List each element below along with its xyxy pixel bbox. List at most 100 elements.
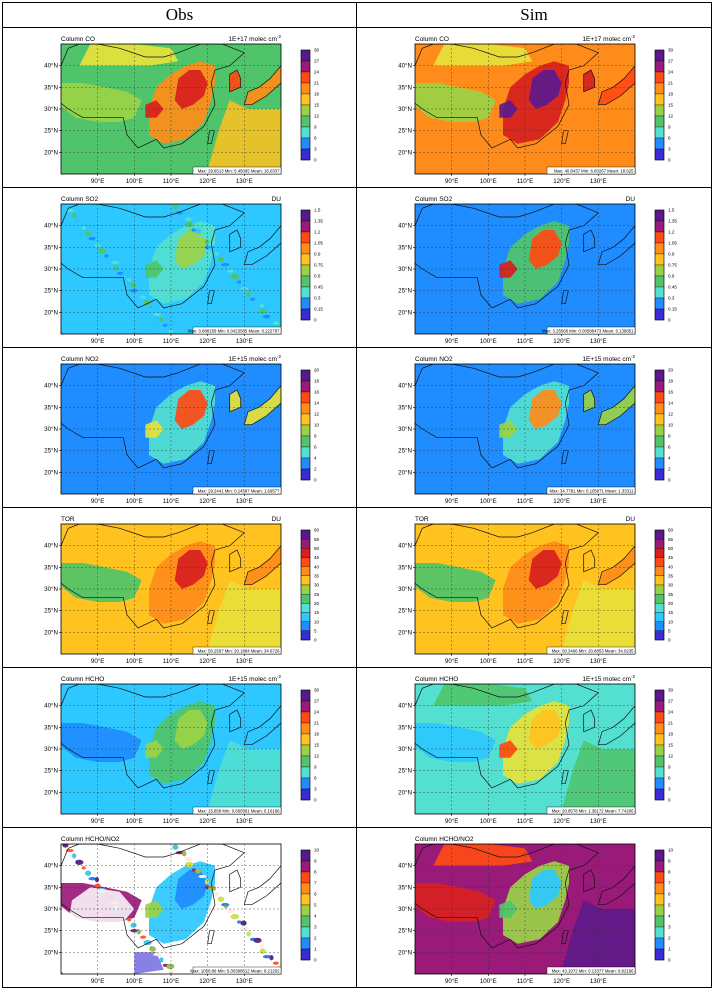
colorbar-segment <box>654 937 665 950</box>
colorbar-label: 45 <box>314 555 320 560</box>
colorbar-label: 1.35 <box>668 219 677 224</box>
colorbar-segment <box>654 700 665 713</box>
lat-tick-label: 35°N <box>398 244 412 251</box>
lat-tick-label: 25°N <box>398 768 412 775</box>
stats-label: Max: 34.7781 Min: 0.105871 Mean: 1.33311 <box>549 488 634 493</box>
lon-tick-label: 110°E <box>163 658 179 665</box>
lat-tick-label: 40°N <box>44 863 58 870</box>
lat-tick-label: 20°N <box>44 149 58 156</box>
colorbar-segment <box>654 893 665 906</box>
colorbar-label: 25 <box>314 592 320 597</box>
map-panel: Column CO 1E+17 molec cm-2 40°N 35°N 30°N 25°… <box>398 34 674 185</box>
colorbar-segment <box>300 700 311 713</box>
obs-column-header: Obs <box>2 2 357 28</box>
colorbar-label: 35 <box>668 573 674 578</box>
panel-title: Column SO2 <box>61 196 99 203</box>
colorbar-segment <box>654 689 665 702</box>
colorbar-segment <box>300 297 311 310</box>
colorbar-label: 21 <box>668 721 674 726</box>
panel-title: Column HCHO <box>61 676 104 683</box>
lat-tick-label: 30°N <box>398 906 412 913</box>
colorbar-label: 16 <box>314 390 320 395</box>
colorbar-label: 18 <box>314 92 320 97</box>
lon-tick-label: 110°E <box>163 498 179 505</box>
lon-tick-label: 130°E <box>590 978 607 985</box>
lat-tick-label: 30°N <box>398 106 412 113</box>
colorbar-segment <box>654 733 665 746</box>
colorbar-segment <box>654 446 665 459</box>
lon-tick-label: 120°E <box>199 498 216 505</box>
colorbar-label: 0.45 <box>314 285 323 290</box>
colorbar-segment <box>300 231 311 244</box>
colorbar-label: 0.75 <box>668 263 677 268</box>
colorbar-segment <box>654 220 665 233</box>
colorbar-segment <box>654 755 665 768</box>
colorbar-label: 1.35 <box>314 219 323 224</box>
lat-tick-label: 20°N <box>398 629 412 636</box>
colorbar-label: 8 <box>314 434 317 439</box>
panel-obs-co: Column CO 1E+17 molec cm-2 40°N 35°N 30°N 25°… <box>3 28 356 187</box>
lon-tick-label: 100°E <box>126 978 143 985</box>
colorbar-label: 7 <box>668 881 671 886</box>
lat-tick-label: 25°N <box>398 128 412 135</box>
colorbar-label: 60 <box>668 528 674 533</box>
panel-title: Column HCHO/NO2 <box>415 836 474 843</box>
lat-tick-label: 25°N <box>398 608 412 615</box>
colorbar-label: 8 <box>668 870 671 875</box>
colorbar-label: 9 <box>314 125 317 130</box>
colorbar-segment <box>300 557 311 567</box>
lat-tick-label: 40°N <box>398 383 412 390</box>
panel-unit: 1E+15 molec cm-2 <box>228 674 281 683</box>
colorbar-label: 0 <box>668 638 671 643</box>
lat-tick-label: 30°N <box>44 106 58 113</box>
colorbar-segment <box>654 557 665 567</box>
stats-label: Max: 50.3406 Min: 20.8853 Mean: 34.0235 <box>552 648 635 653</box>
colorbar-segment <box>300 60 311 73</box>
map-panel: Column SO2 DU 40°N 35°N 30°N 25°N 20°N 90°E 100°… <box>44 196 323 345</box>
colorbar-segment <box>300 893 311 906</box>
colorbar-label: 21 <box>668 81 674 86</box>
colorbar-segment <box>654 253 665 266</box>
colorbar-label: 50 <box>314 546 320 551</box>
colorbar-label: 1 <box>314 947 317 952</box>
lon-tick-label: 120°E <box>199 178 216 185</box>
colorbar-label: 20 <box>668 601 674 606</box>
colorbar-segment <box>654 380 665 393</box>
stats-label: Max: 15.858 Min: 0.860581 Mean: 6.16196 <box>198 808 281 813</box>
colorbar-segment <box>654 777 665 790</box>
colorbar-segment <box>300 722 311 735</box>
map-panel: Column HCHO/NO2 40°N 35°N 30°N 25°N 20°N 90°E 1… <box>398 836 673 985</box>
colorbar-segment <box>654 126 665 139</box>
colorbar-label: 9 <box>668 765 671 770</box>
colorbar-label: 0 <box>668 158 671 163</box>
colorbar-label: 24 <box>668 710 674 715</box>
colorbar-segment <box>654 104 665 117</box>
colorbar-label: 30 <box>314 48 320 53</box>
map-panel: Column CO 1E+17 molec cm-2 40°N 35°N 30°N 25°… <box>44 34 320 185</box>
colorbar-segment <box>654 915 665 928</box>
colorbar-label: 4 <box>314 456 317 461</box>
colorbar-label: 1.2 <box>668 230 675 235</box>
lat-tick-label: 20°N <box>398 309 412 316</box>
lat-tick-label: 35°N <box>398 724 412 731</box>
colorbar-label: 6 <box>314 136 317 141</box>
colorbar-segment <box>654 148 665 161</box>
colorbar-segment <box>300 882 311 895</box>
lon-tick-label: 110°E <box>163 818 179 825</box>
colorbar-segment <box>300 93 311 106</box>
panel-title: Column NO2 <box>61 356 99 363</box>
lat-tick-label: 20°N <box>398 469 412 476</box>
lat-tick-label: 30°N <box>44 906 58 913</box>
colorbar-segment <box>654 630 665 641</box>
colorbar-label: 10 <box>314 848 320 853</box>
panel-unit: 1E+15 molec cm-2 <box>228 354 281 363</box>
panel-unit: DU <box>272 196 282 203</box>
colorbar-label: 24 <box>668 70 674 75</box>
colorbar-segment <box>300 788 311 801</box>
lon-tick-label: 120°E <box>199 978 216 985</box>
lon-tick-label: 110°E <box>517 498 533 505</box>
colorbar-segment <box>300 548 311 558</box>
colorbar-label: 15 <box>668 743 674 748</box>
colorbar-segment <box>300 603 311 613</box>
stats-label: Max: 40.8437 Min: 6.60267 Mean: 18.625 <box>554 168 634 173</box>
